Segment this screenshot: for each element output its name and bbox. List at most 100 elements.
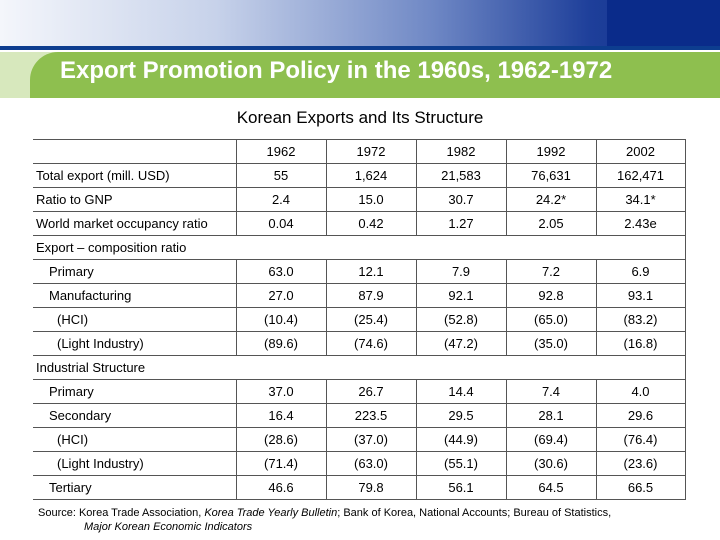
table-cell: (76.4) [595, 427, 686, 452]
table-cell: (23.6) [595, 451, 686, 476]
table-cell: (47.2) [415, 331, 507, 356]
table-row: World market occupancy ratio 0.04 0.42 1… [33, 211, 686, 236]
year-header: 1962 [235, 139, 327, 164]
table-row: Manufacturing 27.0 87.9 92.1 92.8 93.1 [33, 283, 686, 308]
table-cell: (30.6) [505, 451, 597, 476]
table-cell: 56.1 [415, 475, 507, 500]
table-cell: 1.27 [415, 211, 507, 236]
year-header: 2002 [595, 139, 686, 164]
title-bar [0, 52, 720, 98]
table-cell: 7.4 [505, 379, 597, 404]
table-cell: 37.0 [235, 379, 327, 404]
table-row: Primary 37.0 26.7 14.4 7.4 4.0 [33, 379, 686, 404]
table-cell: 26.7 [325, 379, 417, 404]
table-cell: (63.0) [325, 451, 417, 476]
year-header: 1992 [505, 139, 597, 164]
row-label: Total export (mill. USD) [33, 163, 237, 188]
section-label: Export – composition ratio [33, 235, 236, 260]
table-cell: (55.1) [415, 451, 507, 476]
table-cell: 29.6 [595, 403, 686, 428]
table-cell: 93.1 [595, 283, 686, 308]
table-cell: 87.9 [325, 283, 417, 308]
table-cell: 2.4 [235, 187, 327, 212]
table-row: (HCI) (10.4) (25.4) (52.8) (65.0) (83.2) [33, 307, 686, 332]
table-cell: (65.0) [505, 307, 597, 332]
section-empty [236, 235, 686, 260]
table-row: Tertiary 46.6 79.8 56.1 64.5 66.5 [33, 475, 686, 500]
table-cell: 12.1 [325, 259, 417, 284]
header-gradient-band [0, 0, 720, 50]
section-row: Industrial Structure [33, 355, 686, 380]
table-cell: 0.04 [235, 211, 327, 236]
source-publication: Korea Trade Yearly Bulletin [204, 507, 338, 519]
table-cell: (16.8) [595, 331, 686, 356]
table-cell: 1,624 [325, 163, 417, 188]
table-cell: (89.6) [235, 331, 327, 356]
header-corner [33, 139, 237, 164]
source-note: Source: Korea Trade Association, Korea T… [38, 506, 718, 534]
row-label: Primary [33, 379, 237, 404]
table-row: Total export (mill. USD) 55 1,624 21,583… [33, 163, 686, 188]
table-cell: (35.0) [505, 331, 597, 356]
table-cell: 29.5 [415, 403, 507, 428]
row-label: (Light Industry) [33, 451, 237, 476]
header-row: 1962 1972 1982 1992 2002 [33, 139, 686, 164]
table-cell: (37.0) [325, 427, 417, 452]
table-row: (Light Industry) (71.4) (63.0) (55.1) (3… [33, 451, 686, 476]
row-label: Ratio to GNP [33, 187, 237, 212]
table-cell: 223.5 [325, 403, 417, 428]
table-row: Ratio to GNP 2.4 15.0 30.7 24.2* 34.1* [33, 187, 686, 212]
table-cell: 27.0 [235, 283, 327, 308]
table-cell: 46.6 [235, 475, 327, 500]
table-row: (HCI) (28.6) (37.0) (44.9) (69.4) (76.4) [33, 427, 686, 452]
table-cell: (83.2) [595, 307, 686, 332]
table-cell: 76,631 [505, 163, 597, 188]
section-row: Export – composition ratio [33, 235, 686, 260]
table-cell: (25.4) [325, 307, 417, 332]
table-cell: 7.2 [505, 259, 597, 284]
slide-title: Export Promotion Policy in the 1960s, 19… [60, 57, 613, 84]
year-header: 1982 [415, 139, 507, 164]
row-label: World market occupancy ratio [33, 211, 237, 236]
table-cell: 7.9 [415, 259, 507, 284]
table-cell: (71.4) [235, 451, 327, 476]
header-dark-block [607, 0, 720, 50]
source-prefix: Source: Korea Trade Association, [38, 507, 205, 519]
table-cell: 55 [235, 163, 327, 188]
table-cell: 30.7 [415, 187, 507, 212]
title-bar-main [30, 52, 720, 98]
table-cell: 2.43e [595, 211, 686, 236]
row-label: Primary [33, 259, 237, 284]
table-cell: 34.1* [595, 187, 686, 212]
section-empty [236, 355, 686, 380]
section-label: Industrial Structure [33, 355, 236, 380]
table-row: Primary 63.0 12.1 7.9 7.2 6.9 [33, 259, 686, 284]
table-title: Korean Exports and Its Structure [236, 108, 484, 127]
table-cell: 92.1 [415, 283, 507, 308]
table-cell: 0.42 [325, 211, 417, 236]
row-label: (Light Industry) [33, 331, 237, 356]
row-label: Secondary [33, 403, 237, 428]
table-cell: 16.4 [235, 403, 327, 428]
table-cell: 14.4 [415, 379, 507, 404]
table-cell: 79.8 [325, 475, 417, 500]
table-cell: 28.1 [505, 403, 597, 428]
table-cell: 66.5 [595, 475, 686, 500]
table-row: Secondary 16.4 223.5 29.5 28.1 29.6 [33, 403, 686, 428]
table-cell: 15.0 [325, 187, 417, 212]
table-cell: 4.0 [595, 379, 686, 404]
table-cell: 6.9 [595, 259, 686, 284]
table-cell: 24.2* [505, 187, 597, 212]
table-cell: 21,583 [415, 163, 507, 188]
table-cell: (10.4) [235, 307, 327, 332]
row-label: (HCI) [33, 307, 237, 332]
table-cell: 162,471 [595, 163, 686, 188]
table-cell: (52.8) [415, 307, 507, 332]
table-cell: 92.8 [505, 283, 597, 308]
row-label: (HCI) [33, 427, 237, 452]
row-label: Tertiary [33, 475, 237, 500]
table-cell: 63.0 [235, 259, 327, 284]
table-cell: (69.4) [505, 427, 597, 452]
source-line2: Major Korean Economic Indicators [84, 521, 253, 533]
table-row: (Light Industry) (89.6) (74.6) (47.2) (3… [33, 331, 686, 356]
